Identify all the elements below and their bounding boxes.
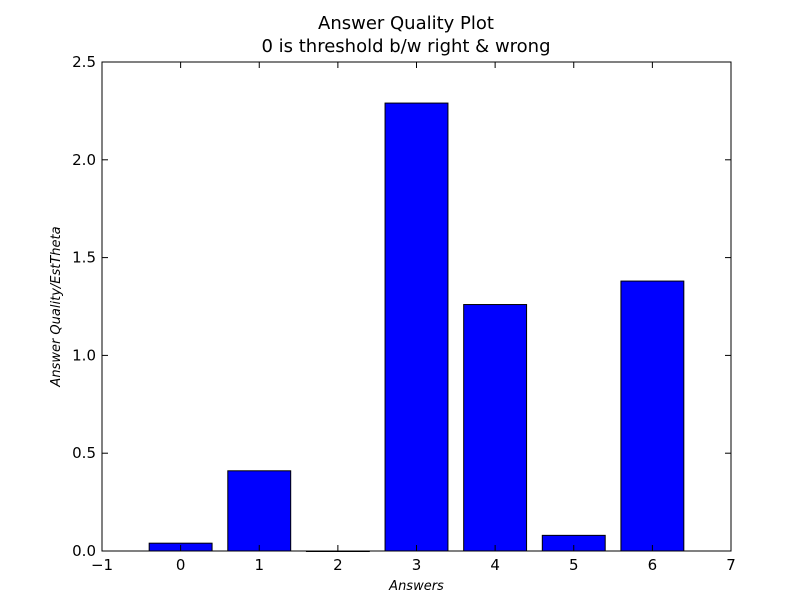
bars-group: [148, 102, 685, 552]
x-tick-label: 0: [176, 556, 186, 574]
bar-1: [227, 470, 292, 552]
x-tick-label: 2: [333, 556, 343, 574]
chart-title: Answer Quality Plot: [318, 13, 494, 34]
chart-subtitle: 0 is threshold b/w right & wrong: [261, 36, 551, 57]
y-axis-label: Answer Quality/EstTheta: [49, 226, 64, 387]
x-tick-label: 7: [726, 556, 736, 574]
y-tick-label: 1.0: [72, 346, 96, 364]
y-tick-label: 0.0: [72, 542, 96, 560]
x-tick-label: 3: [412, 556, 422, 574]
bar-6: [620, 280, 685, 552]
x-tick-label: 4: [490, 556, 500, 574]
x-axis-label: Answers: [388, 579, 444, 594]
y-tick-label: 2.5: [72, 53, 96, 71]
y-tick-label: 0.5: [72, 444, 96, 462]
x-tick-label: 1: [254, 556, 264, 574]
x-tick-label: −1: [91, 556, 113, 574]
ticks-group: −1 0 1 2 3 4 5 6 7 0.0 0.5 1.0 1.5 2.0 2.5: [72, 53, 736, 574]
plot-frame: [101, 61, 732, 552]
y-tick-label: 2.0: [72, 151, 96, 169]
bar-4: [463, 304, 528, 552]
bar-3: [384, 102, 449, 552]
y-tick-label: 1.5: [72, 249, 96, 267]
x-tick-label: 5: [569, 556, 579, 574]
x-tick-label: 6: [648, 556, 658, 574]
